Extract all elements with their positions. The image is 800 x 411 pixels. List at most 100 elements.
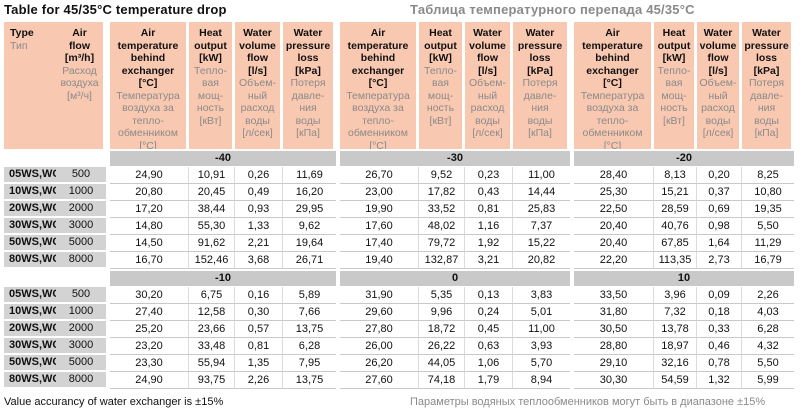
header-cell-water-volume-flow: Water volume flow [l/s] Объем- ный расход…: [697, 22, 742, 149]
header-label-ru: Температура воздуха за тепло- обменником…: [346, 89, 410, 150]
value-cell: 7,32: [654, 304, 697, 321]
table-row: 10WS,WC 1000 20,80 20,45 0,49 16,20 23,00 17,82…: [4, 184, 795, 201]
value-cell: 67,85: [654, 235, 697, 252]
header-cell-air-temperature: Air temperature behind exchanger [°C] Тем…: [340, 22, 419, 149]
header-cell-air-temperature: Air temperature behind exchanger [°C] Тем…: [574, 22, 654, 149]
header-label-en: Water pressure loss [kPa]: [517, 27, 563, 77]
value-cell: 32,16: [654, 355, 697, 372]
value-cell: 0,20: [697, 167, 742, 184]
value-cell: 26,00: [340, 338, 419, 355]
header-cell-air-flow: Air flow [m³/h] Расход воздуха [м³/ч]: [56, 22, 106, 149]
value-cell: 0,18: [697, 304, 742, 321]
value-cell: 132,87: [419, 252, 465, 269]
row-type-label: 30WS,WC: [4, 218, 60, 235]
row-airflow-value: 3000: [56, 218, 106, 235]
value-cell: 3,93: [513, 338, 570, 355]
header-label-ru: Тип: [10, 39, 28, 52]
row-airflow-value: 8000: [56, 252, 106, 269]
value-cell: 13,78: [654, 321, 697, 338]
header-label-en: Heat output [kW]: [424, 27, 457, 64]
value-cell: 1,64: [697, 235, 742, 252]
header-label-en: Air temperature behind exchanger [°C]: [347, 27, 409, 89]
header-label-en: Water volume flow [l/s]: [469, 27, 506, 77]
value-cell: 8,94: [513, 372, 570, 389]
header-label-ru: Температура воздуха за тепло- обменником…: [116, 89, 180, 150]
table-row: 80WS,WC 8000 16,70 152,46 3,68 26,71 19,40 132,…: [4, 252, 795, 269]
value-cell: 8,13: [654, 167, 697, 184]
table-row: 20WS,WC 2000 17,20 38,44 0,93 29,95 19,90 33,52…: [4, 201, 795, 218]
value-cell: 33,50: [574, 287, 654, 304]
table-row: 10WS,WC 1000 27,40 12,58 0,30 7,66 29,60 9,96 0,…: [4, 304, 795, 321]
value-cell: 11,29: [742, 235, 794, 252]
value-cell: 6,28: [283, 338, 336, 355]
value-cell: 10,80: [742, 184, 794, 201]
value-cell: 26,22: [419, 338, 465, 355]
value-cell: 5,01: [513, 304, 570, 321]
row-type-label: 20WS,WC: [4, 321, 60, 338]
value-cell: 91,62: [189, 235, 235, 252]
row-airflow-value: 2000: [56, 321, 106, 338]
header-cell-type: Type Тип: [4, 22, 56, 149]
value-cell: 14,80: [110, 218, 189, 235]
row-type-label: 05WS,WC: [4, 167, 60, 184]
header-label-ru: Объем- ный расход воды [л/сек]: [239, 77, 276, 139]
header-label-en: Air flow [m³/h]: [64, 27, 95, 64]
value-cell: 38,44: [189, 201, 235, 218]
value-cell: 20,80: [110, 184, 189, 201]
value-cell: 28,40: [574, 167, 654, 184]
page-title-ru: Таблица температурного перепада 45/35°C: [410, 2, 695, 17]
value-cell: 9,62: [283, 218, 336, 235]
header-label-en: Heat output [kW]: [194, 27, 227, 64]
value-cell: 16,79: [742, 252, 794, 269]
value-cell: 79,72: [419, 235, 465, 252]
header-label-en: Water pressure loss [kPa]: [285, 27, 331, 77]
value-cell: 5,89: [283, 287, 336, 304]
value-cell: 20,40: [574, 235, 654, 252]
table-row: 05WS,WC 500 24,90 10,91 0,26 11,69 26,70 9,52 0,…: [4, 167, 795, 184]
value-cell: 1,32: [697, 372, 742, 389]
value-cell: 11,00: [513, 321, 570, 338]
value-cell: 15,22: [513, 235, 570, 252]
value-cell: 0,30: [235, 304, 283, 321]
header-label-ru: Расход воздуха [м³/ч]: [60, 64, 99, 102]
data-table: Type Тип Air flow [m³/h] Расход воздуха [м³…: [4, 22, 795, 389]
value-cell: 0,45: [465, 321, 513, 338]
value-cell: 3,83: [513, 287, 570, 304]
value-cell: 5,99: [742, 372, 794, 389]
header-cell-water-pressure-loss: Water pressure loss [kPa] Потеря давле- н…: [283, 22, 336, 149]
value-cell: 0,81: [235, 338, 283, 355]
value-cell: 4,03: [742, 304, 794, 321]
value-cell: 28,80: [574, 338, 654, 355]
band-label: 0: [340, 271, 570, 286]
band-label: -30: [340, 151, 570, 166]
table-row: 50WS,WC 5000 14,50 91,62 2,21 19,64 17,40 79,72…: [4, 235, 795, 252]
value-cell: 10,91: [189, 167, 235, 184]
value-cell: 4,32: [742, 338, 794, 355]
value-cell: 26,71: [283, 252, 336, 269]
value-cell: 31,80: [574, 304, 654, 321]
table-row: 30WS,WC 3000 23,20 33,48 0,81 6,28 26,00 26,22 0…: [4, 338, 795, 355]
value-cell: 23,30: [110, 355, 189, 372]
value-cell: 29,60: [340, 304, 419, 321]
value-cell: 74,18: [419, 372, 465, 389]
value-cell: 48,02: [419, 218, 465, 235]
value-cell: 2,73: [697, 252, 742, 269]
row-airflow-value: 1000: [56, 184, 106, 201]
header-label-ru: Объем- ный расход воды [л/сек]: [469, 77, 506, 139]
value-cell: 0,43: [465, 184, 513, 201]
value-cell: 2,21: [235, 235, 283, 252]
value-cell: 30,30: [574, 372, 654, 389]
value-cell: 23,00: [340, 184, 419, 201]
value-cell: 14,44: [513, 184, 570, 201]
header-label-en: Water volume flow [l/s]: [239, 27, 276, 77]
value-cell: 0,16: [235, 287, 283, 304]
value-cell: 44,05: [419, 355, 465, 372]
value-cell: 7,66: [283, 304, 336, 321]
value-cell: 24,90: [110, 372, 189, 389]
header-label-en: Air temperature behind exchanger [°C]: [117, 27, 179, 89]
header-label-ru: Тепло- вая мощ- ность [кВт]: [424, 64, 457, 127]
value-cell: 18,72: [419, 321, 465, 338]
value-cell: 22,50: [574, 201, 654, 218]
value-cell: 33,48: [189, 338, 235, 355]
value-cell: 27,40: [110, 304, 189, 321]
